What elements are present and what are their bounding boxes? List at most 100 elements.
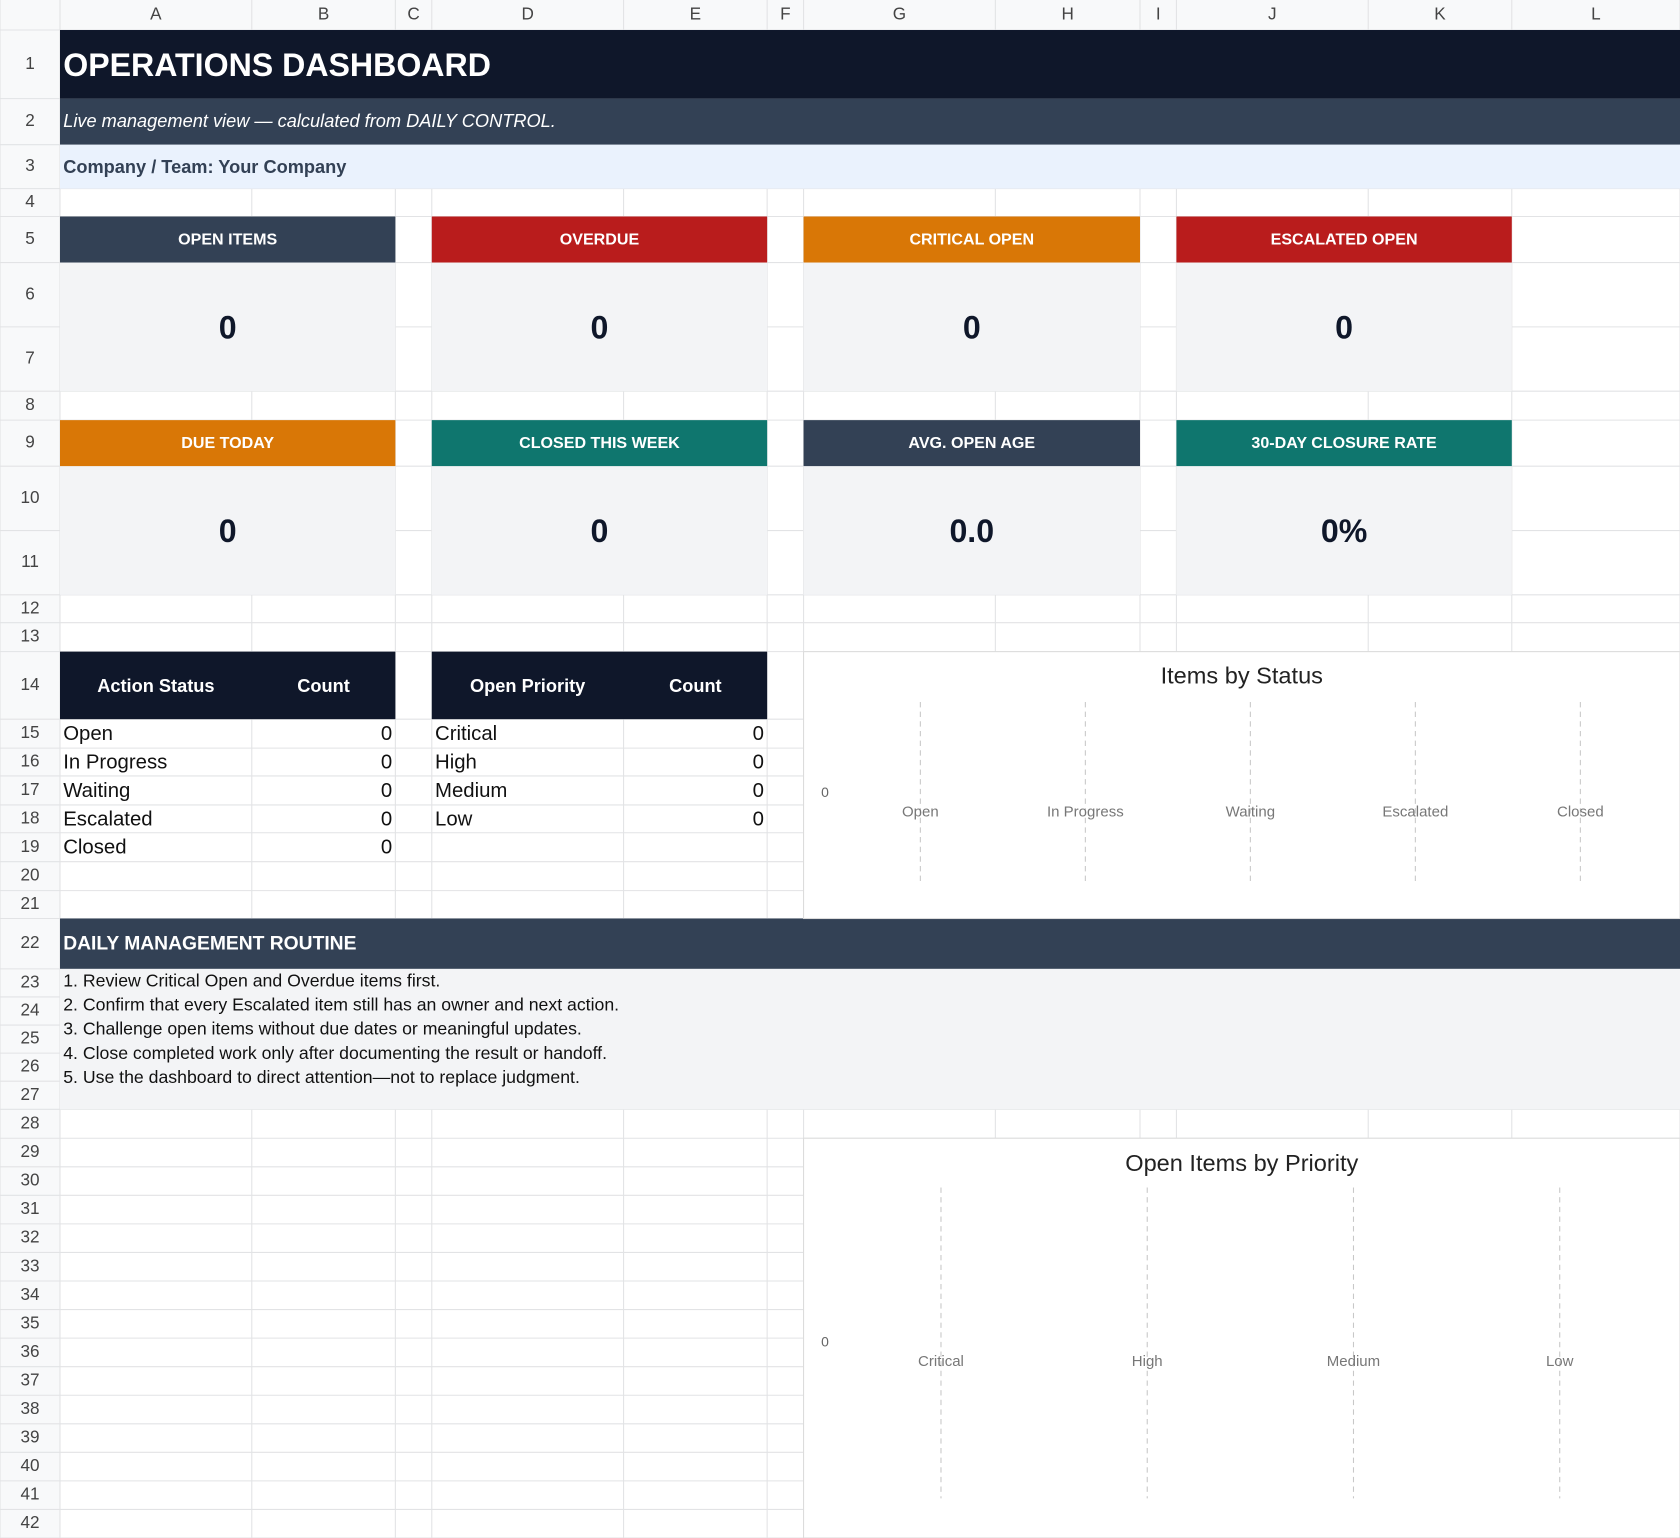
row-number: 37 <box>20 1369 39 1389</box>
table-count: 0 <box>753 780 764 802</box>
row-number: 39 <box>20 1427 39 1447</box>
column-header: L <box>1591 4 1601 24</box>
row-number: 40 <box>20 1455 39 1475</box>
row-number: 41 <box>20 1484 39 1504</box>
row-number: 28 <box>20 1112 39 1132</box>
y-tick-label: 0 <box>821 1334 829 1350</box>
kpi-label: CLOSED THIS WEEK <box>519 434 680 452</box>
x-tick-label: Open <box>902 803 939 820</box>
table-header <box>431 651 768 720</box>
column-header: B <box>318 4 329 24</box>
row-number: 17 <box>20 779 39 799</box>
column-header: H <box>1061 4 1073 24</box>
routine-item: 1. Review Critical Open and Overdue item… <box>63 970 440 990</box>
title-band <box>60 30 1680 99</box>
row-number: 30 <box>20 1170 39 1190</box>
table-header-cell: Action Status <box>97 676 214 696</box>
routine-title: DAILY MANAGEMENT ROUTINE <box>63 933 356 954</box>
table-label: Open <box>63 723 113 745</box>
table-count: 0 <box>381 780 392 802</box>
x-tick-label: Waiting <box>1226 803 1275 820</box>
table-header-cell: Count <box>297 676 350 696</box>
x-tick-label: Low <box>1546 1353 1574 1370</box>
kpi-body <box>431 262 768 392</box>
row-number: 29 <box>20 1141 39 1161</box>
row-number: 33 <box>20 1255 39 1275</box>
row-number: 26 <box>20 1056 39 1076</box>
table-label: Waiting <box>63 780 130 802</box>
routine-item: 2. Confirm that every Escalated item sti… <box>63 995 619 1015</box>
kpi-body <box>1176 262 1512 392</box>
row-number: 2 <box>25 110 35 130</box>
table-label: Medium <box>435 780 507 802</box>
table-count: 0 <box>753 808 764 830</box>
kpi-value: 0 <box>591 513 609 549</box>
chart-title: Open Items by Priority <box>1125 1150 1358 1176</box>
kpi-value: 0 <box>219 513 237 549</box>
row-number: 15 <box>20 722 39 742</box>
row-number: 25 <box>20 1028 39 1048</box>
kpi-value: 0 <box>963 310 981 346</box>
kpi-body <box>431 466 768 595</box>
row-number: 9 <box>25 432 35 452</box>
row-number: 19 <box>20 836 39 856</box>
table-label: Closed <box>63 837 126 859</box>
kpi-header <box>431 420 768 467</box>
y-tick-label: 0 <box>821 784 829 800</box>
table-label: Escalated <box>63 808 152 830</box>
row-number: 42 <box>20 1512 39 1532</box>
column-header: I <box>1156 4 1161 24</box>
kpi-body <box>60 262 396 392</box>
kpi-label: OPEN ITEMS <box>178 230 277 248</box>
kpi-header <box>60 216 396 263</box>
row-number: 35 <box>20 1312 39 1332</box>
column-header: D <box>521 4 533 24</box>
row-number: 16 <box>20 751 39 771</box>
column-header: F <box>780 4 790 24</box>
routine-item: 3. Challenge open items without due date… <box>63 1019 582 1039</box>
x-tick-label: High <box>1132 1353 1163 1370</box>
table-count: 0 <box>381 723 392 745</box>
kpi-body <box>1176 466 1512 595</box>
row-number: 10 <box>20 487 39 507</box>
row-number: 1 <box>25 53 35 73</box>
x-tick-label: Medium <box>1327 1353 1380 1370</box>
row-number: 23 <box>20 971 39 991</box>
table-count: 0 <box>753 723 764 745</box>
chart-area <box>803 651 1680 920</box>
chart-area <box>803 1137 1680 1538</box>
row-number: 14 <box>20 674 40 694</box>
row-number: 31 <box>20 1198 39 1218</box>
x-tick-label: Escalated <box>1382 803 1448 820</box>
row-number: 3 <box>25 155 35 175</box>
row-number: 38 <box>20 1398 39 1418</box>
kpi-label: AVG. OPEN AGE <box>908 434 1035 452</box>
column-header: E <box>690 4 701 24</box>
routine-item: 4. Close completed work only after docum… <box>63 1043 607 1063</box>
kpi-header <box>431 216 768 263</box>
table-count: 0 <box>381 808 392 830</box>
row-number: 4 <box>25 191 35 211</box>
row-number: 12 <box>20 597 39 617</box>
row-number: 8 <box>25 394 35 414</box>
row-number: 32 <box>20 1227 39 1247</box>
row-number: 36 <box>20 1341 39 1361</box>
kpi-header <box>60 420 396 467</box>
routine-header <box>60 918 1680 969</box>
column-header: C <box>407 4 419 24</box>
kpi-value: 0% <box>1321 513 1367 549</box>
x-tick-label: Critical <box>918 1353 964 1370</box>
table-label: Low <box>435 808 473 830</box>
kpi-body <box>803 466 1140 595</box>
chart-title: Items by Status <box>1161 663 1323 689</box>
kpi-body <box>60 466 396 595</box>
subtitle: Live management view — calculated from D… <box>63 111 556 131</box>
kpi-value: 0 <box>591 310 609 346</box>
company-band <box>60 144 1680 189</box>
kpi-label: ESCALATED OPEN <box>1271 230 1418 248</box>
routine-body <box>60 968 1680 1110</box>
row-number: 13 <box>20 626 39 646</box>
table-header <box>60 651 396 720</box>
column-header: J <box>1268 4 1277 24</box>
